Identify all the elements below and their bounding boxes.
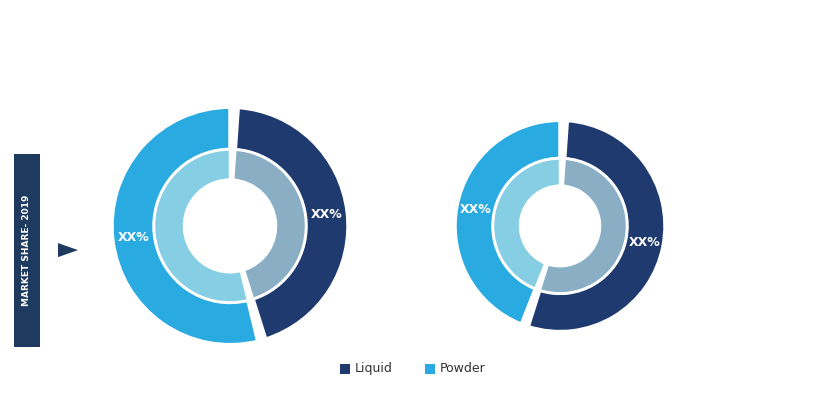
Text: MARKET SHARE- 2019: MARKET SHARE- 2019 xyxy=(22,194,32,306)
Wedge shape xyxy=(154,149,248,303)
Text: XX%: XX% xyxy=(459,203,492,216)
Wedge shape xyxy=(235,107,348,339)
Wedge shape xyxy=(528,120,665,332)
Bar xyxy=(425,364,435,374)
Wedge shape xyxy=(493,158,560,289)
Text: Powder: Powder xyxy=(440,362,486,375)
Wedge shape xyxy=(112,107,258,345)
Wedge shape xyxy=(540,159,627,293)
Text: Liquid: Liquid xyxy=(355,362,393,375)
Text: XX%: XX% xyxy=(629,236,661,249)
Wedge shape xyxy=(233,150,306,299)
Wedge shape xyxy=(455,120,560,324)
Text: XX%: XX% xyxy=(118,231,150,244)
Bar xyxy=(14,154,40,347)
Bar xyxy=(340,364,350,374)
Text: XX%: XX% xyxy=(310,208,342,221)
Text: MARKET , BY FORM: MARKET , BY FORM xyxy=(88,28,329,49)
FancyArrow shape xyxy=(40,243,78,257)
